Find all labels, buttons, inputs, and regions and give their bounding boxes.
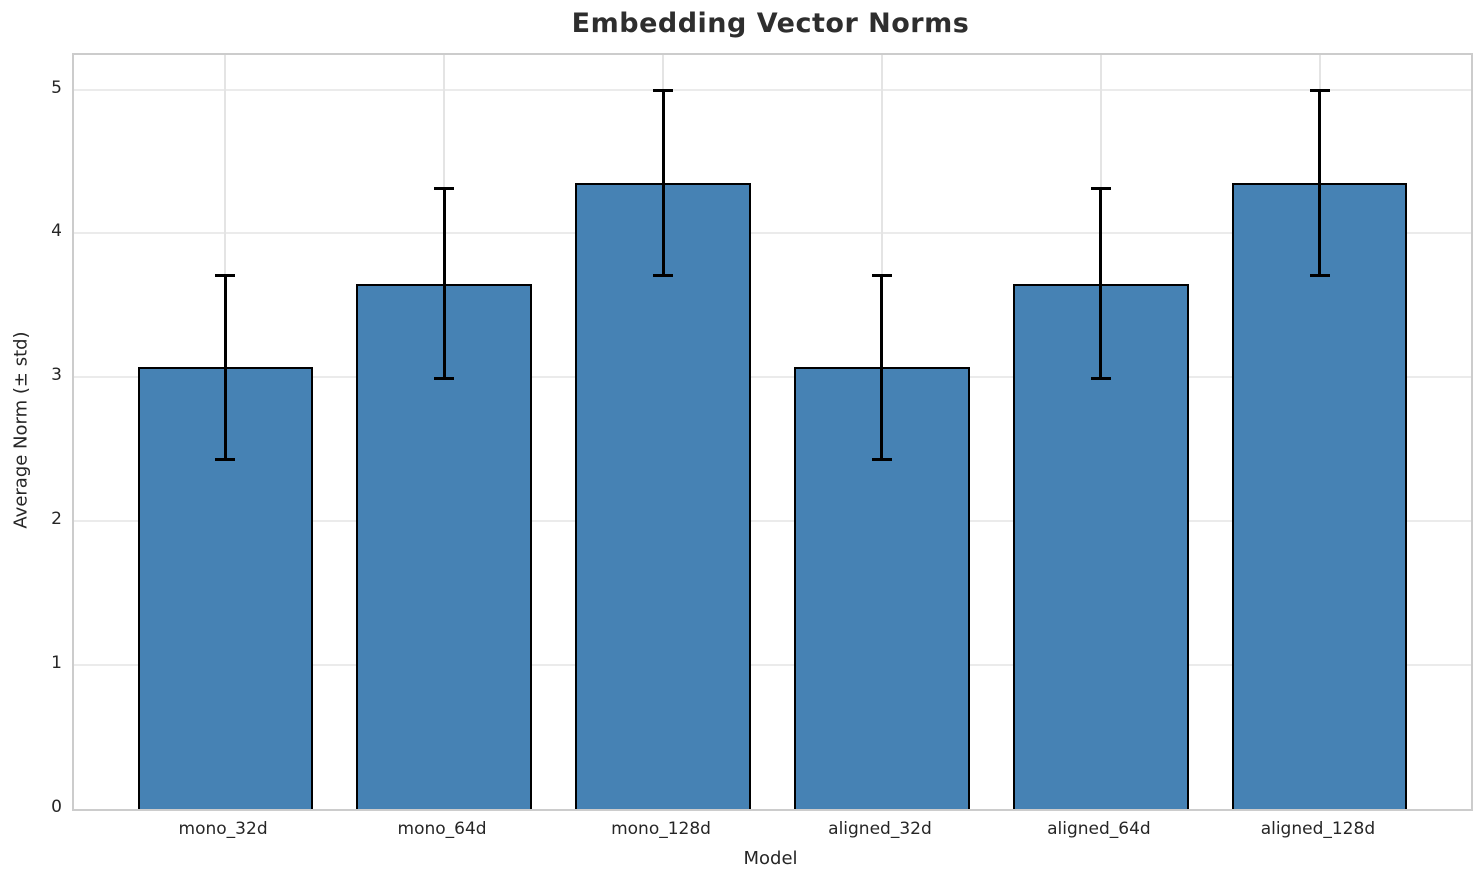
error-cap-top-aligned_32d	[871, 273, 892, 277]
y-tick-label: 1	[51, 653, 62, 674]
y-tick-label: 4	[51, 221, 62, 242]
plot-area	[72, 53, 1473, 811]
bar-aligned_128d	[1232, 183, 1408, 809]
error-bar-mono_32d	[223, 275, 227, 460]
y-axis-label: Average Norm (± std)	[10, 331, 32, 529]
error-bar-mono_64d	[442, 188, 446, 379]
x-tick-label: aligned_32d	[828, 819, 932, 839]
y-tick-label: 0	[51, 797, 62, 817]
error-cap-top-mono_64d	[434, 187, 455, 191]
error-cap-bottom-mono_64d	[434, 377, 455, 381]
bar-mono_128d	[575, 183, 751, 809]
error-bar-mono_128d	[661, 90, 665, 276]
y-tick-label: 2	[51, 509, 62, 530]
error-cap-top-aligned_64d	[1090, 187, 1111, 191]
x-tick-label: mono_128d	[611, 819, 711, 839]
x-tick-label: mono_32d	[178, 819, 268, 839]
gridline-horizontal	[74, 664, 1471, 667]
error-cap-top-aligned_128d	[1309, 89, 1330, 93]
error-cap-bottom-mono_128d	[653, 273, 674, 277]
y-tick-label: 5	[51, 77, 62, 98]
x-axis-label: Model	[743, 848, 798, 869]
x-tick-label: aligned_128d	[1260, 819, 1376, 839]
error-cap-bottom-mono_32d	[215, 457, 236, 461]
y-tick-label: 3	[51, 365, 62, 386]
gridline-horizontal	[74, 88, 1471, 91]
error-bar-aligned_128d	[1318, 90, 1322, 276]
error-cap-bottom-aligned_64d	[1090, 377, 1111, 381]
gridline-horizontal	[74, 232, 1471, 235]
gridline-horizontal	[74, 376, 1471, 379]
chart-title: Embedding Vector Norms	[571, 8, 970, 39]
error-cap-bottom-aligned_128d	[1309, 273, 1330, 277]
error-bar-aligned_32d	[880, 275, 884, 460]
error-cap-top-mono_32d	[215, 273, 236, 277]
x-tick-label: mono_64d	[397, 819, 487, 839]
error-cap-bottom-aligned_32d	[871, 457, 892, 461]
gridline-horizontal	[74, 520, 1471, 523]
error-cap-top-mono_128d	[653, 89, 674, 93]
error-bar-aligned_64d	[1099, 188, 1103, 379]
x-tick-label: aligned_64d	[1047, 819, 1151, 839]
